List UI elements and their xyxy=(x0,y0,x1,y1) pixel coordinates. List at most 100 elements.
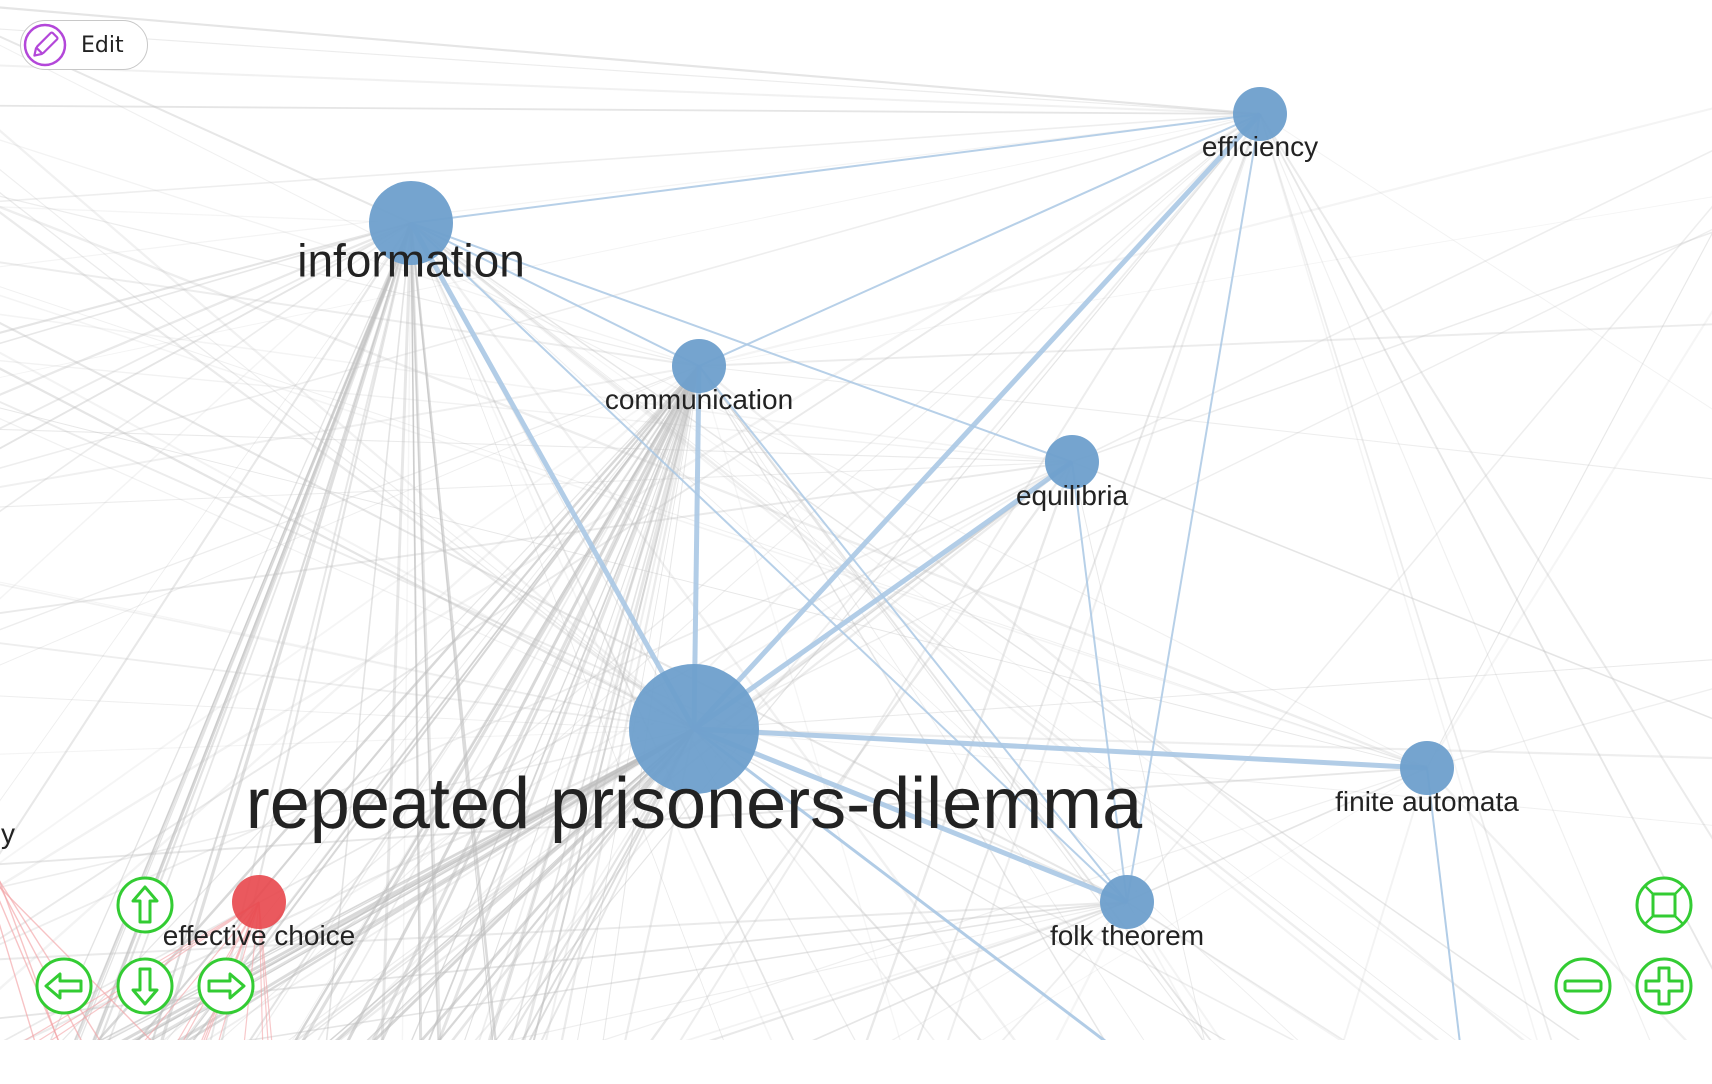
background-edge xyxy=(205,728,695,1040)
zoom-in-button[interactable] xyxy=(1634,956,1694,1016)
background-edge xyxy=(560,365,701,1040)
background-edge xyxy=(1126,901,1345,1040)
background-edge xyxy=(0,222,412,600)
background-edge xyxy=(0,313,1073,463)
network-graph[interactable]: information efficiency communication equili… xyxy=(0,0,1712,1040)
background-edge xyxy=(1426,767,1688,1040)
background-edge xyxy=(693,728,1712,826)
background-edge xyxy=(420,728,696,1040)
zoom-out-button[interactable] xyxy=(1553,956,1613,1016)
background-edge xyxy=(0,400,1128,903)
background-edge xyxy=(410,222,1423,1040)
background-edge xyxy=(410,222,421,1040)
background-edge xyxy=(0,365,700,488)
background-edge xyxy=(0,222,412,430)
background-edge xyxy=(1001,901,1128,1040)
pan-down-button[interactable] xyxy=(115,956,175,1016)
node-label-finite-automata: finite automata xyxy=(1335,786,1519,817)
background-edge xyxy=(0,365,700,666)
node-equilibria[interactable] xyxy=(1045,435,1099,489)
background-edge xyxy=(137,365,700,1040)
edit-button[interactable]: Edit xyxy=(20,20,148,70)
background-edge xyxy=(1342,767,1428,1040)
background-edge xyxy=(891,901,1128,1040)
background-edge xyxy=(693,728,982,1040)
background-edge xyxy=(495,113,1261,1040)
background-edge xyxy=(219,113,1261,1040)
background-edge xyxy=(0,206,412,224)
background-edge xyxy=(0,221,412,396)
node-label-efficiency: efficiency xyxy=(1202,131,1318,162)
node-rpd[interactable] xyxy=(629,664,759,794)
background-edge xyxy=(0,728,695,889)
background-edge xyxy=(1426,688,1712,769)
node-label-communication: communication xyxy=(605,384,793,415)
red-edge xyxy=(144,901,260,1040)
background-edge xyxy=(410,222,724,1040)
background-edge xyxy=(528,728,695,1040)
background-edge xyxy=(0,767,1428,866)
background-edge xyxy=(451,728,696,1040)
background-edge xyxy=(0,321,1128,903)
background-edge xyxy=(0,28,1261,115)
background-edge xyxy=(1259,113,1712,840)
background-edge xyxy=(981,767,1428,1040)
background-edge xyxy=(0,129,695,730)
background-edge xyxy=(0,407,1428,769)
node-label-folk-theorem: folk theorem xyxy=(1050,920,1204,951)
background-edge xyxy=(0,365,700,991)
edge-communication-efficiency xyxy=(698,113,1261,367)
node-communication[interactable] xyxy=(672,339,726,393)
background-edge xyxy=(0,222,412,513)
red-edge xyxy=(0,900,60,1040)
background-edge xyxy=(698,365,1145,1040)
node-information[interactable] xyxy=(369,181,453,265)
background-edge xyxy=(380,222,413,1040)
background-edge xyxy=(693,728,1295,1040)
node-finite-automata[interactable] xyxy=(1400,741,1454,795)
zoom-out-icon xyxy=(1554,957,1612,1015)
background-edge xyxy=(489,365,701,1040)
background-edge xyxy=(1426,310,1712,769)
background-edge xyxy=(245,901,1128,1040)
background-edge xyxy=(410,222,1581,1040)
background-edge xyxy=(1259,113,1538,1040)
background-edge xyxy=(0,222,412,345)
node-folk-theorem[interactable] xyxy=(1100,875,1154,929)
background-edge xyxy=(522,365,701,1040)
highlighted-edges xyxy=(408,112,1428,905)
background-edge xyxy=(495,728,695,1040)
red-edge xyxy=(0,923,36,1040)
pan-left-button[interactable] xyxy=(34,956,94,1016)
background-edge xyxy=(0,728,695,755)
pencil-icon xyxy=(23,23,67,67)
pan-right-button[interactable] xyxy=(196,956,256,1016)
background-edge xyxy=(487,365,700,1040)
edge-information-equilibria xyxy=(410,222,1073,463)
red-edge xyxy=(0,885,82,1040)
background-edge xyxy=(0,360,1073,463)
node-effective-choice[interactable] xyxy=(232,875,286,929)
red-edge xyxy=(258,901,264,1040)
background-edge xyxy=(1259,113,1712,410)
background-edge xyxy=(865,461,1074,1040)
background-edge xyxy=(1126,901,1222,1040)
background-edge xyxy=(1259,113,1712,970)
background-edge xyxy=(334,727,695,1040)
background-edge xyxy=(410,222,423,1040)
background-edge xyxy=(0,6,1261,116)
background-edge xyxy=(1055,901,1129,1040)
pan-up-button[interactable] xyxy=(115,875,175,935)
background-edge xyxy=(698,196,1712,367)
nodes-layer xyxy=(232,87,1454,929)
background-edge xyxy=(698,365,1106,1040)
background-edge xyxy=(693,728,935,1040)
node-efficiency[interactable] xyxy=(1233,87,1287,141)
background-edge xyxy=(0,222,412,802)
background-edge xyxy=(93,222,413,1040)
background-edge xyxy=(401,222,412,1040)
background-edge xyxy=(601,767,1428,1040)
background-edge xyxy=(650,461,1073,1040)
fit-to-screen-button[interactable] xyxy=(1634,875,1694,935)
